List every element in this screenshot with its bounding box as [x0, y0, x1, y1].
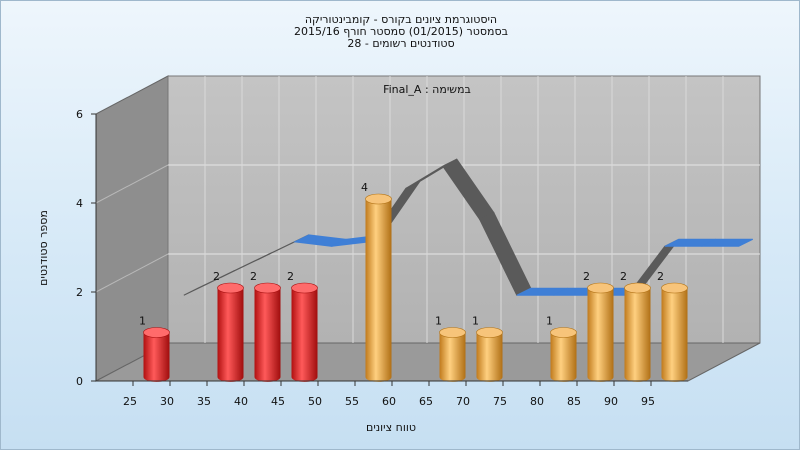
bar-90: 2 — [620, 270, 651, 383]
chart-title-line-1: היסטוגרמת ציונים בקורס - קומבינטוריקה — [304, 13, 498, 26]
x-tick-label: 90 — [604, 395, 618, 408]
x-tick-label: 55 — [345, 395, 359, 408]
bar-40: 2 — [250, 270, 281, 383]
bar-top — [550, 327, 577, 338]
bar-body — [217, 288, 244, 383]
x-tick-label: 30 — [160, 395, 174, 408]
bar-body — [439, 332, 466, 383]
bar-body — [254, 288, 281, 383]
x-tick-label: 85 — [567, 395, 581, 408]
bar-body — [476, 332, 503, 383]
x-tick-label: 75 — [493, 395, 507, 408]
bars: 1 2 2 2 4 1 1 1 2 2 2 — [139, 181, 688, 383]
bar-45: 2 — [287, 270, 318, 383]
bar-65: 1 — [435, 315, 466, 383]
chart-title-line-2: בסמסטר (01/2015) סמסטר חורף 2015/16 — [294, 25, 508, 38]
task-annotation: במשימה : Final_A — [383, 83, 471, 96]
x-tick-label: 65 — [419, 395, 433, 408]
x-tick-label: 40 — [234, 395, 248, 408]
bar-body — [624, 288, 651, 383]
x-tick-label: 25 — [123, 395, 137, 408]
data-label: 2 — [657, 270, 664, 283]
bar-35: 2 — [213, 270, 244, 383]
bar-body — [587, 288, 614, 383]
data-label: 4 — [361, 181, 368, 194]
data-label: 2 — [620, 270, 627, 283]
data-label: 2 — [213, 270, 220, 283]
bar-55: 4 — [361, 181, 392, 383]
bar-70: 1 — [472, 315, 503, 383]
y-tick-label: 0 — [76, 375, 83, 388]
x-tick-label: 60 — [382, 395, 396, 408]
bar-25: 1 — [139, 315, 170, 383]
bar-body — [291, 288, 318, 383]
x-tick-label: 80 — [530, 395, 544, 408]
y-tick-label: 4 — [76, 197, 83, 210]
bar-top — [624, 282, 651, 294]
data-label: 1 — [472, 315, 479, 328]
bar-80: 1 — [546, 315, 577, 383]
bar-body — [143, 332, 170, 383]
y-tick-label: 6 — [76, 108, 83, 121]
bar-top — [291, 282, 318, 294]
x-tick-label: 70 — [456, 395, 470, 408]
bar-top — [217, 282, 244, 294]
bar-top — [365, 193, 392, 205]
x-tick-label: 95 — [641, 395, 655, 408]
bar-top — [587, 282, 614, 294]
trend-segment — [701, 238, 754, 247]
data-label: 2 — [250, 270, 257, 283]
bar-body — [550, 332, 577, 383]
bar-top — [254, 282, 281, 294]
data-label: 1 — [139, 315, 146, 328]
bar-top — [476, 327, 503, 338]
y-tick-label: 2 — [76, 286, 83, 299]
bar-body — [661, 288, 688, 383]
y-axis-label: מספר סטודנטים — [37, 210, 50, 286]
data-label: 2 — [583, 270, 590, 283]
bar-95: 2 — [657, 270, 688, 383]
bar-85: 2 — [583, 270, 614, 383]
bar-top — [143, 327, 170, 338]
chart-planes — [95, 75, 761, 382]
bar-body — [365, 199, 392, 383]
bar-top — [661, 282, 688, 294]
data-label: 1 — [435, 315, 442, 328]
trend-ribbon — [183, 158, 754, 296]
x-axis-label: טווח ציונים — [366, 421, 416, 434]
x-tick-label: 45 — [271, 395, 285, 408]
data-label: 1 — [546, 315, 553, 328]
chart-title-line-3: סטודנטים רשומים - 28 — [347, 37, 455, 50]
bar-top — [439, 327, 466, 338]
data-label: 2 — [287, 270, 294, 283]
floor — [95, 342, 761, 382]
axes: 0 2 4 6 25 30 35 40 45 50 55 60 65 70 75 80 85 90 95 — [76, 108, 688, 408]
gridline-side — [95, 164, 169, 204]
x-tick-label: 50 — [308, 395, 322, 408]
x-tick-label: 35 — [197, 395, 211, 408]
gridline-side — [95, 253, 169, 293]
